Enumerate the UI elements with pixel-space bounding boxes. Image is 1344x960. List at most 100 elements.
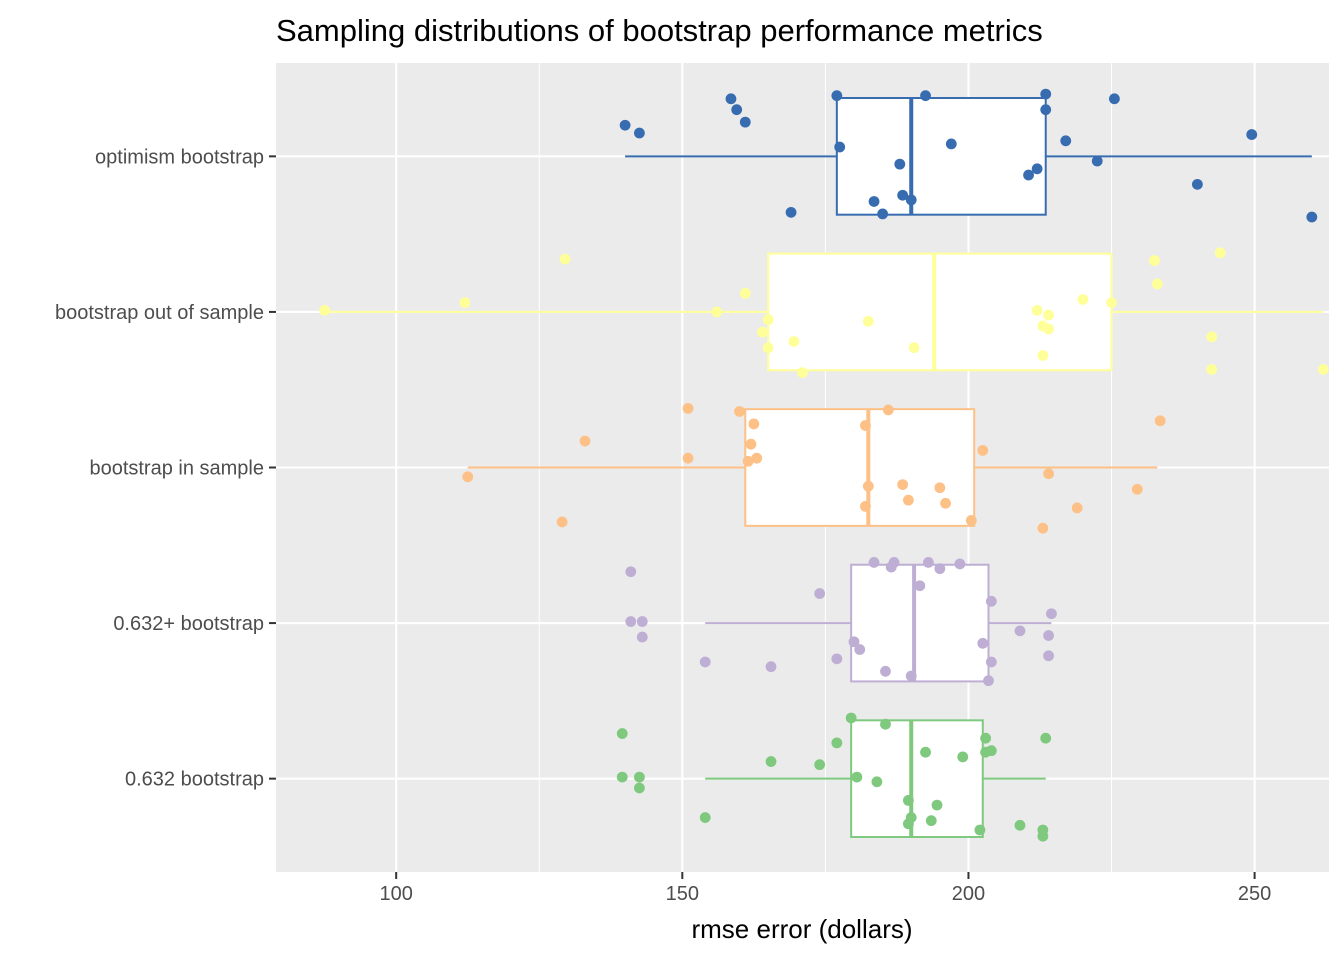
data-point [734, 406, 745, 417]
x-axis-title: rmse error (dollars) [691, 914, 912, 944]
data-point [908, 342, 920, 354]
data-point [940, 497, 951, 509]
data-point [1077, 294, 1089, 305]
data-point [797, 367, 808, 378]
data-point [579, 435, 591, 447]
data-point [977, 637, 989, 649]
data-point [894, 158, 906, 170]
data-point [462, 471, 474, 483]
y-tick-label: bootstrap in sample [89, 458, 264, 480]
data-point [731, 104, 743, 116]
chart-title: Sampling distributions of bootstrap perf… [276, 13, 1043, 48]
data-point [880, 718, 891, 730]
data-point [765, 661, 777, 673]
data-point [897, 479, 909, 491]
x-tick-label: 150 [666, 883, 699, 905]
y-tick-label: optimism bootstrap [95, 146, 264, 168]
data-point [848, 636, 860, 648]
data-point [619, 119, 631, 131]
data-point [1154, 415, 1166, 427]
y-tick-label: bootstrap out of sample [55, 302, 264, 324]
data-point [757, 326, 768, 338]
data-point [762, 314, 774, 326]
data-point [1037, 350, 1049, 361]
data-point [934, 482, 946, 494]
data-point [905, 194, 917, 206]
data-point [868, 557, 880, 568]
data-point [914, 580, 926, 592]
data-point [699, 812, 711, 823]
data-point [1206, 331, 1218, 343]
data-point [625, 616, 637, 627]
data-point [1014, 819, 1026, 831]
data-point [965, 514, 977, 526]
data-point [788, 336, 800, 347]
data-point [871, 776, 883, 788]
box-iqr [835, 97, 1047, 216]
data-point [1246, 129, 1258, 140]
data-point [831, 737, 843, 749]
boxplot-optimism-bootstrap [625, 97, 1312, 216]
data-point [1043, 630, 1054, 641]
data-point [559, 253, 571, 265]
data-point [1037, 522, 1049, 534]
data-point [897, 189, 909, 201]
data-point [845, 712, 857, 724]
data-point [1046, 608, 1057, 620]
data-point [814, 759, 826, 771]
data-point [1149, 255, 1160, 266]
data-point [1060, 135, 1072, 147]
point-layer [319, 88, 1329, 842]
data-point [762, 342, 774, 354]
data-point [880, 665, 891, 677]
data-point [862, 480, 874, 492]
x-axis: 100 150 200 250 [379, 872, 1271, 905]
data-point [905, 670, 917, 682]
data-point [923, 557, 934, 568]
data-point [980, 732, 992, 744]
data-point [1151, 278, 1163, 290]
boxplot-bootstrap-out-of-sample [324, 252, 1324, 372]
data-point [977, 444, 989, 456]
data-point [636, 616, 648, 627]
y-tick-label: 0.632+ bootstrap [113, 613, 264, 635]
data-point [902, 818, 914, 830]
data-point [1131, 483, 1143, 495]
data-point [319, 304, 331, 316]
data-point [1043, 309, 1054, 321]
data-point [931, 799, 943, 811]
data-point [980, 746, 992, 758]
data-point [868, 196, 880, 207]
data-point [954, 558, 966, 570]
data-point [1071, 502, 1083, 514]
data-point [1040, 732, 1052, 744]
data-point [739, 116, 751, 128]
y-tick-label: 0.632 bootstrap [125, 769, 264, 791]
box-iqr [850, 719, 984, 838]
data-point [1031, 304, 1043, 316]
data-point [1091, 155, 1103, 167]
data-point [934, 563, 946, 575]
data-point [1317, 364, 1329, 375]
data-point [860, 420, 871, 431]
data-point [739, 287, 751, 299]
data-point [854, 644, 866, 655]
data-point [1014, 625, 1026, 637]
boxplot-bootstrap-in-sample [467, 408, 1158, 527]
data-point [1023, 169, 1034, 181]
data-point [920, 90, 931, 102]
box-iqr [767, 252, 1113, 372]
data-point [1043, 650, 1054, 662]
y-axis: 0.632 bootstrap 0.632+ bootstrap bootstrap… [55, 146, 276, 791]
data-point [1043, 468, 1054, 480]
data-point [920, 746, 931, 758]
data-point [682, 402, 694, 414]
data-point [983, 675, 994, 687]
data-point [1031, 163, 1043, 175]
data-point [745, 438, 757, 450]
data-point [1040, 104, 1052, 116]
data-point [699, 656, 711, 668]
data-point [831, 90, 843, 102]
x-tick-label: 100 [379, 883, 412, 905]
